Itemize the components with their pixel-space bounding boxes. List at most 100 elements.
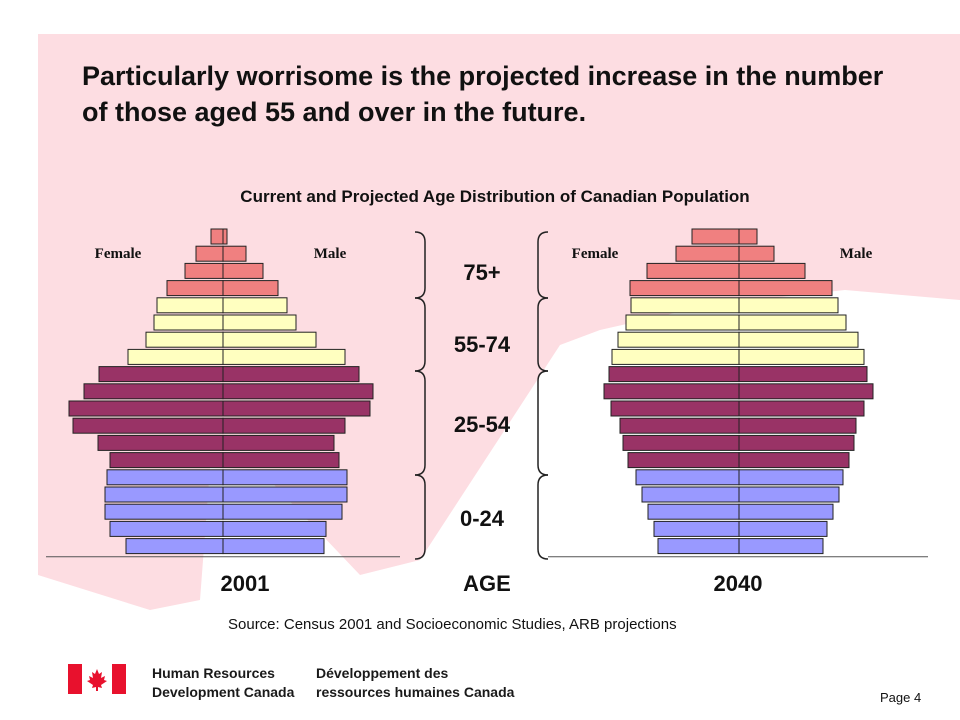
left-bracket xyxy=(414,370,426,476)
right-bracket xyxy=(537,370,549,476)
age-group-0-24: 0-24 xyxy=(414,474,549,560)
year-label: 2001 xyxy=(221,571,270,596)
female-bar xyxy=(675,245,740,262)
male-bar xyxy=(738,503,834,520)
age-group-label: 0-24 xyxy=(460,506,505,531)
male-bar xyxy=(222,228,228,245)
female-bar xyxy=(184,262,224,279)
female-bar xyxy=(691,228,740,245)
male-bar xyxy=(738,280,833,297)
male-bar xyxy=(738,331,859,348)
male-bar xyxy=(222,520,327,537)
male-bar xyxy=(222,417,346,434)
female-bar xyxy=(210,228,224,245)
female-bar xyxy=(611,348,740,365)
female-bar xyxy=(619,417,740,434)
male-bar xyxy=(222,503,343,520)
female-bar xyxy=(109,452,224,469)
male-bar xyxy=(222,538,325,555)
page-number: Page 4 xyxy=(880,690,922,705)
male-bar xyxy=(738,297,839,314)
female-bar xyxy=(109,520,224,537)
female-bar xyxy=(104,486,224,503)
female-bar xyxy=(72,417,224,434)
female-bar xyxy=(106,469,224,486)
female-bar xyxy=(647,503,740,520)
female-bar xyxy=(98,366,224,383)
male-bar xyxy=(222,383,374,400)
female-bar xyxy=(646,262,740,279)
age-group-75+: 75+ xyxy=(414,231,549,299)
male-bar xyxy=(222,262,264,279)
age-group-label: 25-54 xyxy=(454,412,511,437)
male-bar xyxy=(222,314,297,331)
male-bar xyxy=(738,245,775,262)
headline: Particularly worrisome is the projected … xyxy=(82,61,884,127)
female-bar xyxy=(653,520,740,537)
female-bar xyxy=(68,400,224,417)
org-en-line1: Human Resources xyxy=(152,665,275,681)
female-bar xyxy=(657,538,740,555)
pyramid-2040: Female Male 2040 xyxy=(548,228,928,596)
female-bar xyxy=(622,434,740,451)
male-label: Male xyxy=(314,246,347,262)
org-fr-line2: ressources humaines Canada xyxy=(316,684,515,700)
female-bar xyxy=(617,331,740,348)
x-axis-label: AGE xyxy=(463,571,511,596)
canada-flag-icon xyxy=(68,664,126,694)
female-bar xyxy=(610,400,740,417)
male-bar xyxy=(222,434,335,451)
female-bar xyxy=(156,297,224,314)
chart-title: Current and Projected Age Distribution o… xyxy=(240,187,750,206)
age-group-25-54: 25-54 xyxy=(414,370,549,476)
male-bar xyxy=(222,400,371,417)
male-bar xyxy=(738,486,840,503)
male-bar xyxy=(738,417,857,434)
female-label: Female xyxy=(572,246,619,262)
org-en-line2: Development Canada xyxy=(152,684,295,700)
female-bar xyxy=(125,538,224,555)
org-name-english: Human Resources Development Canada xyxy=(152,664,294,702)
org-name-french: Développement des ressources humaines Ca… xyxy=(316,664,514,702)
female-bar xyxy=(153,314,224,331)
male-bar xyxy=(738,383,874,400)
male-bar xyxy=(738,469,844,486)
female-bar xyxy=(627,452,740,469)
male-bar xyxy=(738,348,865,365)
year-label: 2040 xyxy=(714,571,763,596)
age-group-label: 55-74 xyxy=(454,332,511,357)
male-bar xyxy=(738,538,824,555)
male-bar xyxy=(738,366,868,383)
male-bar xyxy=(222,348,346,365)
female-bar xyxy=(608,366,740,383)
pyramid-2001: Female Male 2001 xyxy=(46,228,400,596)
female-bar xyxy=(630,297,740,314)
org-fr-line1: Développement des xyxy=(316,665,449,681)
female-bar xyxy=(166,280,224,297)
male-bar xyxy=(222,452,340,469)
right-bracket xyxy=(537,231,549,299)
female-bar xyxy=(97,434,224,451)
source-note: Source: Census 2001 and Socioeconomic St… xyxy=(228,616,677,633)
female-bar xyxy=(145,331,224,348)
female-bar xyxy=(104,503,224,520)
age-group-55-74: 55-74 xyxy=(414,297,549,372)
male-bar xyxy=(222,366,360,383)
female-bar xyxy=(603,383,740,400)
right-bracket xyxy=(537,474,549,560)
male-bar xyxy=(738,262,806,279)
female-label: Female xyxy=(95,246,142,262)
male-bar xyxy=(738,452,850,469)
male-bar xyxy=(738,400,865,417)
female-bar xyxy=(635,469,740,486)
male-label: Male xyxy=(840,246,873,262)
left-bracket xyxy=(414,474,426,560)
male-bar xyxy=(222,469,348,486)
right-bracket xyxy=(537,297,549,372)
male-bar xyxy=(738,314,847,331)
male-bar xyxy=(738,434,855,451)
male-bar xyxy=(738,520,828,537)
female-bar xyxy=(127,348,224,365)
male-bar xyxy=(222,280,279,297)
